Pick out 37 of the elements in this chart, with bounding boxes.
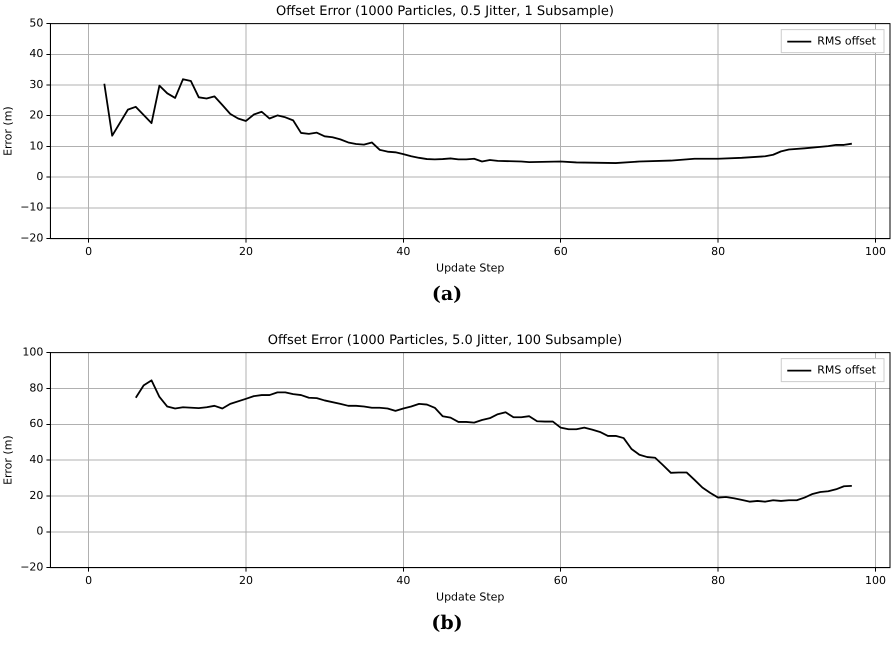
x-axis-title: Update Step [436,261,504,274]
x-tick-label: 100 [864,245,886,258]
legend-label: RMS offset [817,34,877,48]
y-tick-label: 60 [29,417,44,430]
x-tick-label: 20 [238,245,253,258]
y-tick-label: −20 [20,560,44,574]
y-tick-label: 0 [36,524,44,538]
x-tick-label: 40 [396,245,410,258]
x-axis-title: Update Step [436,590,504,604]
y-tick-label: 20 [29,108,44,122]
y-tick-label: 100 [22,345,44,358]
x-tick-label: 100 [864,574,886,588]
text: (b) [430,612,464,634]
y-tick-label: 10 [29,139,44,152]
x-tick-label: 80 [711,574,726,588]
y-tick-label: 50 [29,16,44,30]
y-tick-label: 20 [29,488,44,502]
text: (a) [430,283,464,305]
x-tick-label: 60 [554,574,568,588]
y-tick-label: 40 [29,47,44,60]
y-axis-title: Error (m) [1,435,14,485]
y-tick-label: −10 [20,200,44,214]
y-tick-label: 40 [29,452,44,466]
x-tick-label: 80 [711,245,726,258]
chart-title: Offset Error (1000 Particles, 5.0 Jitter, 100 Subsample) [268,333,622,348]
x-tick-label: 0 [85,574,92,588]
x-tick-label: 0 [85,245,92,258]
y-tick-label: 30 [29,78,44,91]
y-tick-label: −20 [20,231,44,244]
x-tick-label: 40 [396,574,410,588]
y-tick-label: 0 [36,170,44,184]
chart-title: Offset Error (1000 Particles, 0.5 Jitter, 1 Subsample) [276,4,614,20]
y-tick-label: 80 [29,381,44,394]
x-tick-label: 60 [554,245,568,258]
x-tick-label: 20 [238,574,253,588]
y-axis-title: Error (m) [1,106,14,156]
legend-label: RMS offset [817,363,877,376]
